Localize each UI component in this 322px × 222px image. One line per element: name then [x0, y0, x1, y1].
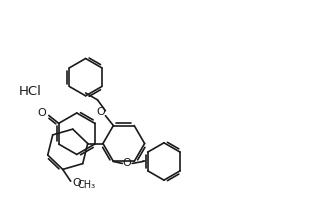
Text: O: O	[123, 159, 132, 168]
Text: O: O	[96, 107, 105, 117]
Text: HCl: HCl	[19, 85, 42, 98]
Text: CH₃: CH₃	[78, 180, 96, 190]
Text: O: O	[72, 178, 81, 188]
Text: O: O	[37, 109, 46, 119]
